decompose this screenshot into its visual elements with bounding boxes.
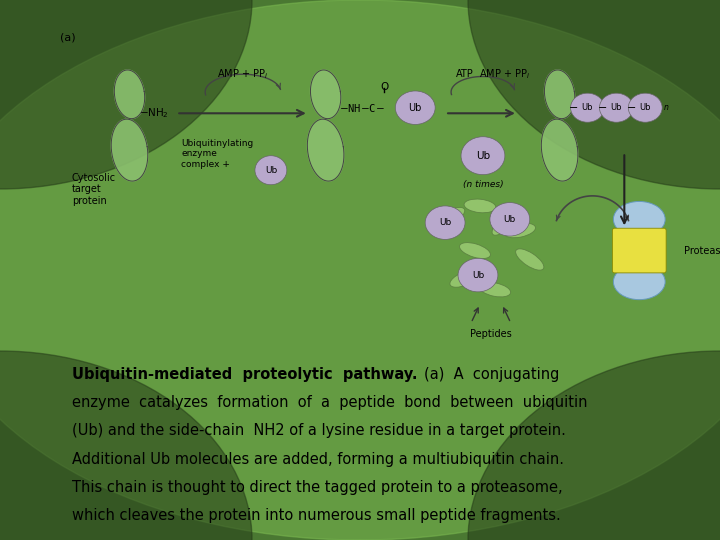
- Text: Ub: Ub: [582, 103, 593, 112]
- Ellipse shape: [629, 93, 662, 122]
- Text: $_n$: $_n$: [663, 103, 670, 113]
- Ellipse shape: [461, 137, 505, 174]
- Text: Ub: Ub: [476, 151, 490, 161]
- Text: (Ub) and the side-chain  NH2 of a lysine residue in a target protein.: (Ub) and the side-chain NH2 of a lysine …: [72, 423, 566, 438]
- Polygon shape: [310, 70, 341, 119]
- Text: Ub: Ub: [439, 218, 451, 227]
- Text: Ubiquitin-mediated  proteolytic  pathway.: Ubiquitin-mediated proteolytic pathway.: [72, 367, 418, 382]
- Text: Peptides: Peptides: [470, 329, 512, 339]
- Text: −: −: [598, 103, 607, 113]
- Text: enzyme  catalyzes  formation  of  a  peptide  bond  between  ubiquitin: enzyme catalyzes formation of a peptide …: [72, 395, 588, 410]
- Text: Cytosolic
target
protein: Cytosolic target protein: [72, 173, 116, 206]
- Text: Ub: Ub: [611, 103, 622, 112]
- Text: Ub: Ub: [265, 166, 277, 175]
- Ellipse shape: [480, 282, 510, 297]
- Ellipse shape: [492, 210, 518, 235]
- Text: Ubiquitinylating
enzyme
complex +: Ubiquitinylating enzyme complex +: [181, 139, 253, 169]
- Ellipse shape: [450, 269, 480, 287]
- Text: AMP + PP$_i$: AMP + PP$_i$: [480, 68, 531, 81]
- Text: (a): (a): [60, 33, 76, 43]
- Ellipse shape: [436, 207, 464, 227]
- Text: (n times): (n times): [463, 180, 503, 189]
- Text: Ub: Ub: [639, 103, 651, 112]
- Ellipse shape: [613, 201, 665, 237]
- Ellipse shape: [426, 206, 465, 239]
- Ellipse shape: [395, 91, 435, 124]
- Text: −: −: [569, 103, 578, 113]
- Ellipse shape: [516, 249, 544, 270]
- Ellipse shape: [468, 0, 720, 189]
- Ellipse shape: [458, 258, 498, 292]
- Text: This chain is thought to direct the tagged protein to a proteasome,: This chain is thought to direct the tagg…: [72, 480, 562, 495]
- Ellipse shape: [600, 93, 634, 122]
- Ellipse shape: [0, 351, 252, 540]
- Text: Ub: Ub: [504, 215, 516, 224]
- Text: O: O: [380, 82, 389, 92]
- Text: ATP: ATP: [456, 69, 474, 79]
- Ellipse shape: [255, 156, 287, 185]
- Polygon shape: [307, 119, 344, 181]
- Ellipse shape: [464, 199, 496, 213]
- Polygon shape: [111, 119, 148, 181]
- Text: $-$NH$-$C$-$: $-$NH$-$C$-$: [338, 102, 384, 114]
- Text: −: −: [626, 103, 636, 113]
- Text: which cleaves the protein into numerous small peptide fragments.: which cleaves the protein into numerous …: [72, 509, 561, 523]
- Text: Ub: Ub: [408, 103, 422, 113]
- Text: AMP + PP$_i$: AMP + PP$_i$: [217, 68, 269, 81]
- FancyBboxPatch shape: [613, 228, 666, 273]
- Polygon shape: [544, 70, 575, 119]
- Ellipse shape: [504, 223, 536, 238]
- Ellipse shape: [570, 93, 604, 122]
- Text: Ub: Ub: [472, 271, 484, 280]
- Ellipse shape: [468, 351, 720, 540]
- Ellipse shape: [459, 242, 490, 259]
- Ellipse shape: [613, 264, 665, 300]
- Text: $-$NH$_2$: $-$NH$_2$: [140, 106, 169, 120]
- Ellipse shape: [0, 0, 252, 189]
- Polygon shape: [541, 119, 578, 181]
- Text: (a)  A  conjugating: (a) A conjugating: [425, 367, 560, 382]
- Text: Additional Ub molecules are added, forming a multiubiquitin chain.: Additional Ub molecules are added, formi…: [72, 451, 564, 467]
- Text: Proteasome: Proteasome: [684, 246, 720, 255]
- Polygon shape: [114, 70, 145, 119]
- Ellipse shape: [490, 202, 530, 236]
